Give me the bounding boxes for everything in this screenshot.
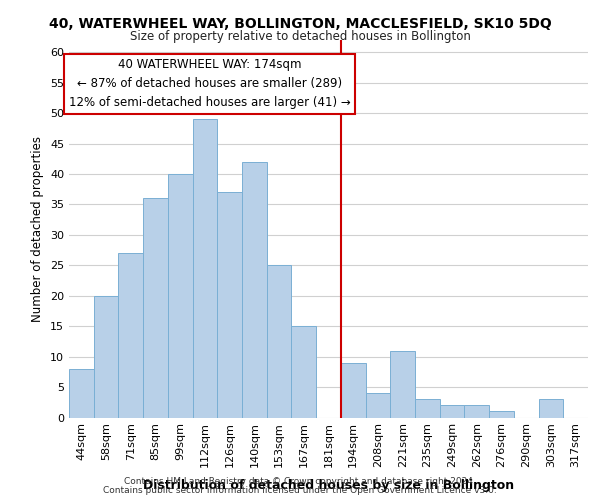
Bar	[267, 266, 292, 418]
Text: Size of property relative to detached houses in Bollington: Size of property relative to detached ho…	[130, 30, 470, 43]
Bar	[94, 296, 118, 418]
Bar	[242, 162, 267, 417]
Bar	[217, 192, 242, 418]
Bar	[168, 174, 193, 418]
X-axis label: Distribution of detached houses by size in Bollington: Distribution of detached houses by size …	[143, 478, 514, 492]
Bar	[365, 393, 390, 417]
Bar	[341, 362, 365, 418]
Bar	[292, 326, 316, 418]
Text: 40 WATERWHEEL WAY: 174sqm
← 87% of detached houses are smaller (289)
12% of semi: 40 WATERWHEEL WAY: 174sqm ← 87% of detac…	[69, 58, 351, 110]
Bar	[390, 350, 415, 418]
Bar	[69, 369, 94, 418]
Bar	[489, 412, 514, 418]
Bar	[464, 406, 489, 417]
Bar	[193, 119, 217, 418]
Text: Contains HM Land Registry data © Crown copyright and database right 2024.: Contains HM Land Registry data © Crown c…	[124, 477, 476, 486]
Bar	[143, 198, 168, 418]
Bar	[440, 406, 464, 417]
Bar	[539, 399, 563, 417]
Text: 40, WATERWHEEL WAY, BOLLINGTON, MACCLESFIELD, SK10 5DQ: 40, WATERWHEEL WAY, BOLLINGTON, MACCLESF…	[49, 18, 551, 32]
Bar	[415, 399, 440, 417]
Text: Contains public sector information licensed under the Open Government Licence v3: Contains public sector information licen…	[103, 486, 497, 495]
Bar	[118, 253, 143, 418]
Y-axis label: Number of detached properties: Number of detached properties	[31, 136, 44, 322]
